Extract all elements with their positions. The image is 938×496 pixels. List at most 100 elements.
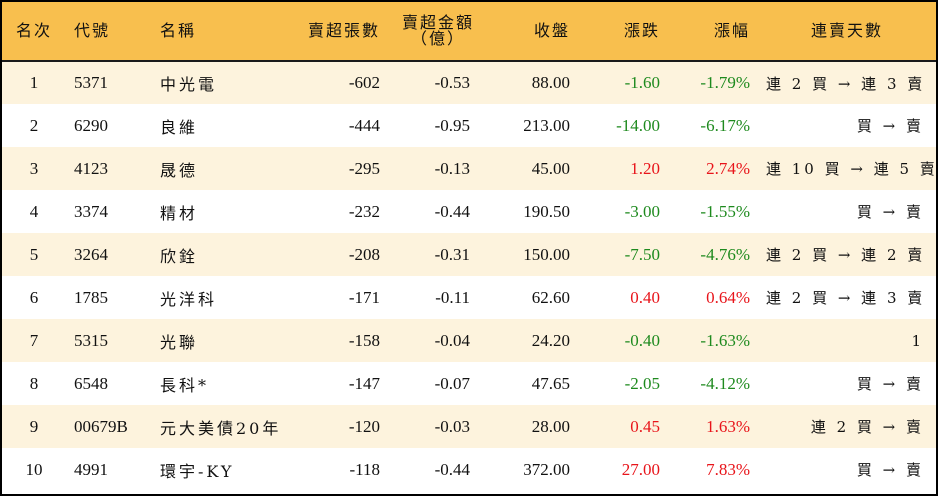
cell-change-pct: -4.12% — [700, 373, 750, 393]
table-row[interactable]: 1 5371 中光電 -602 -0.53 88.00 -1.60 -1.79%… — [2, 61, 936, 104]
header-net-sell-amount[interactable]: 賣超金額 （億） — [388, 2, 488, 61]
cell-name[interactable]: 長科* — [160, 375, 210, 395]
cell-rank: 6 — [29, 287, 39, 307]
cell-code[interactable]: 5315 — [74, 330, 108, 350]
cell-close: 28.00 — [531, 416, 570, 436]
cell-change-pct: -1.79% — [700, 73, 750, 92]
cell-change: -3.00 — [624, 201, 660, 221]
cell-net-sell-lots: -295 — [348, 158, 380, 178]
cell-change-pct: -4.76% — [700, 244, 750, 264]
header-net-sell-lots[interactable]: 賣超張數 — [307, 21, 380, 40]
cell-net-sell-amount: -0.04 — [434, 330, 470, 350]
cell-code[interactable]: 4991 — [74, 459, 108, 479]
cell-net-sell-lots: -444 — [348, 115, 380, 135]
cell-change-pct: -1.55% — [700, 201, 750, 221]
cell-streak: 連 2 買 → 連 3 賣 — [766, 74, 926, 93]
table-row[interactable]: 4 3374 精材 -232 -0.44 190.50 -3.00 -1.55%… — [2, 190, 936, 233]
cell-streak: 連 2 買 → 連 2 賣 — [766, 246, 926, 264]
header-change-pct[interactable]: 漲幅 — [713, 21, 750, 40]
cell-name[interactable]: 光洋科 — [160, 289, 218, 309]
cell-net-sell-lots: -118 — [349, 459, 380, 479]
cell-code[interactable]: 3264 — [74, 244, 108, 264]
cell-net-sell-lots: -171 — [348, 287, 380, 307]
cell-code[interactable]: 3374 — [74, 201, 108, 221]
cell-change-pct: 0.64% — [706, 287, 750, 307]
cell-rank: 9 — [29, 416, 39, 436]
cell-streak: 1 — [911, 331, 924, 350]
cell-code[interactable]: 6290 — [74, 115, 108, 135]
cell-code[interactable]: 4123 — [74, 158, 108, 178]
cell-name[interactable]: 欣銓 — [160, 246, 199, 266]
cell-streak: 買 → 賣 — [856, 117, 924, 135]
table-row[interactable]: 7 5315 光聯 -158 -0.04 24.20 -0.40 -1.63% … — [2, 319, 936, 362]
cell-rank: 5 — [29, 244, 39, 264]
header-streak[interactable]: 連賣天數 — [810, 21, 883, 40]
table-row[interactable]: 3 4123 晟德 -295 -0.13 45.00 1.20 2.74% 連 … — [2, 147, 936, 190]
header-close[interactable]: 收盤 — [533, 21, 570, 40]
table-row[interactable]: 9 00679B 元大美債20年 -120 -0.03 28.00 0.45 1… — [2, 405, 936, 448]
cell-change: -2.05 — [624, 373, 660, 393]
cell-name[interactable]: 良維 — [160, 117, 199, 137]
cell-net-sell-amount: -0.44 — [434, 201, 470, 221]
table-row[interactable]: 6 1785 光洋科 -171 -0.11 62.60 0.40 0.64% 連… — [2, 276, 936, 319]
cell-code[interactable]: 5371 — [74, 73, 108, 92]
table-row[interactable]: 5 3264 欣銓 -208 -0.31 150.00 -7.50 -4.76%… — [2, 233, 936, 276]
cell-change-pct: 1.63% — [706, 416, 750, 436]
cell-streak: 連 2 買 → 連 3 賣 — [766, 289, 926, 307]
header-name[interactable]: 名稱 — [160, 21, 197, 40]
cell-net-sell-amount: -0.95 — [434, 115, 470, 135]
cell-change: -0.40 — [624, 330, 660, 350]
cell-net-sell-lots: -120 — [348, 416, 380, 436]
cell-name[interactable]: 光聯 — [160, 332, 199, 352]
cell-net-sell-amount: -0.13 — [434, 158, 470, 178]
cell-name[interactable]: 元大美債20年 — [160, 418, 282, 438]
cell-streak: 買 → 賣 — [856, 375, 924, 393]
cell-net-sell-amount: -0.53 — [434, 73, 470, 92]
cell-close: 47.65 — [531, 373, 570, 393]
cell-code[interactable]: 6548 — [74, 373, 108, 393]
cell-name[interactable]: 環宇-KY — [160, 461, 235, 481]
header-change[interactable]: 漲跌 — [623, 21, 660, 40]
table-row[interactable]: 2 6290 良維 -444 -0.95 213.00 -14.00 -6.17… — [2, 104, 936, 147]
cell-close: 62.60 — [531, 287, 570, 307]
cell-net-sell-lots: -208 — [348, 244, 380, 264]
cell-name[interactable]: 精材 — [160, 203, 199, 223]
cell-change: -14.00 — [616, 115, 660, 135]
cell-change: 27.00 — [621, 459, 660, 479]
header-code[interactable]: 代號 — [74, 21, 111, 40]
cell-streak: 買 → 賣 — [856, 203, 924, 221]
cell-change: 0.40 — [630, 287, 660, 307]
cell-change: -7.50 — [624, 244, 660, 264]
cell-rank: 7 — [29, 330, 39, 350]
cell-rank: 2 — [29, 115, 39, 135]
cell-streak: 連 10 買 → 連 5 賣 — [766, 160, 938, 178]
cell-rank: 10 — [25, 459, 43, 479]
cell-close: 24.20 — [531, 330, 570, 350]
cell-code[interactable]: 00679B — [74, 416, 128, 436]
cell-close: 88.00 — [531, 73, 570, 92]
header-rank[interactable]: 名次 — [15, 21, 52, 40]
cell-name[interactable]: 晟德 — [160, 160, 199, 180]
table-row[interactable]: 10 4991 環宇-KY -118 -0.44 372.00 27.00 7.… — [2, 448, 936, 491]
cell-rank: 3 — [29, 158, 39, 178]
cell-net-sell-lots: -158 — [348, 330, 380, 350]
cell-name[interactable]: 中光電 — [160, 75, 218, 94]
table-header-row: 名次 代號 名稱 賣超張數 賣超金額 （億） 收盤 漲跌 漲幅 連賣天數 — [2, 2, 936, 61]
cell-close: 45.00 — [531, 158, 570, 178]
cell-net-sell-amount: -0.44 — [434, 459, 470, 479]
cell-rank: 8 — [29, 373, 39, 393]
cell-code[interactable]: 1785 — [74, 287, 108, 307]
cell-close: 213.00 — [523, 115, 570, 135]
cell-change-pct: -6.17% — [700, 115, 750, 135]
table-row[interactable]: 8 6548 長科* -147 -0.07 47.65 -2.05 -4.12%… — [2, 362, 936, 405]
cell-change: 0.45 — [630, 416, 660, 436]
cell-close: 372.00 — [523, 459, 570, 479]
cell-change-pct: 2.74% — [706, 158, 750, 178]
cell-streak: 連 2 買 → 賣 — [810, 418, 924, 436]
cell-rank: 4 — [29, 201, 39, 221]
cell-net-sell-amount: -0.11 — [435, 287, 470, 307]
header-net-sell-amount-unit: （億） — [410, 29, 465, 48]
cell-change: -1.60 — [624, 73, 660, 92]
